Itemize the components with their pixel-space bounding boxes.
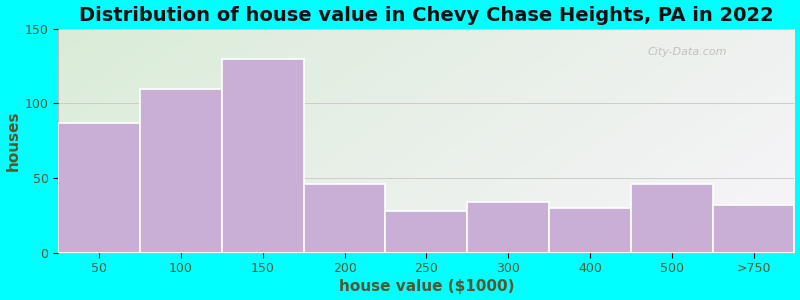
X-axis label: house value ($1000): house value ($1000) bbox=[338, 279, 514, 294]
Bar bbox=[304, 184, 386, 253]
Y-axis label: houses: houses bbox=[6, 110, 21, 171]
Bar bbox=[58, 123, 140, 253]
Bar bbox=[631, 184, 713, 253]
Bar bbox=[713, 205, 794, 253]
Title: Distribution of house value in Chevy Chase Heights, PA in 2022: Distribution of house value in Chevy Cha… bbox=[79, 6, 774, 25]
Bar bbox=[140, 88, 222, 253]
Bar bbox=[386, 211, 467, 253]
Text: City-Data.com: City-Data.com bbox=[647, 47, 726, 57]
Bar bbox=[549, 208, 631, 253]
Bar bbox=[467, 202, 549, 253]
Bar bbox=[222, 59, 304, 253]
